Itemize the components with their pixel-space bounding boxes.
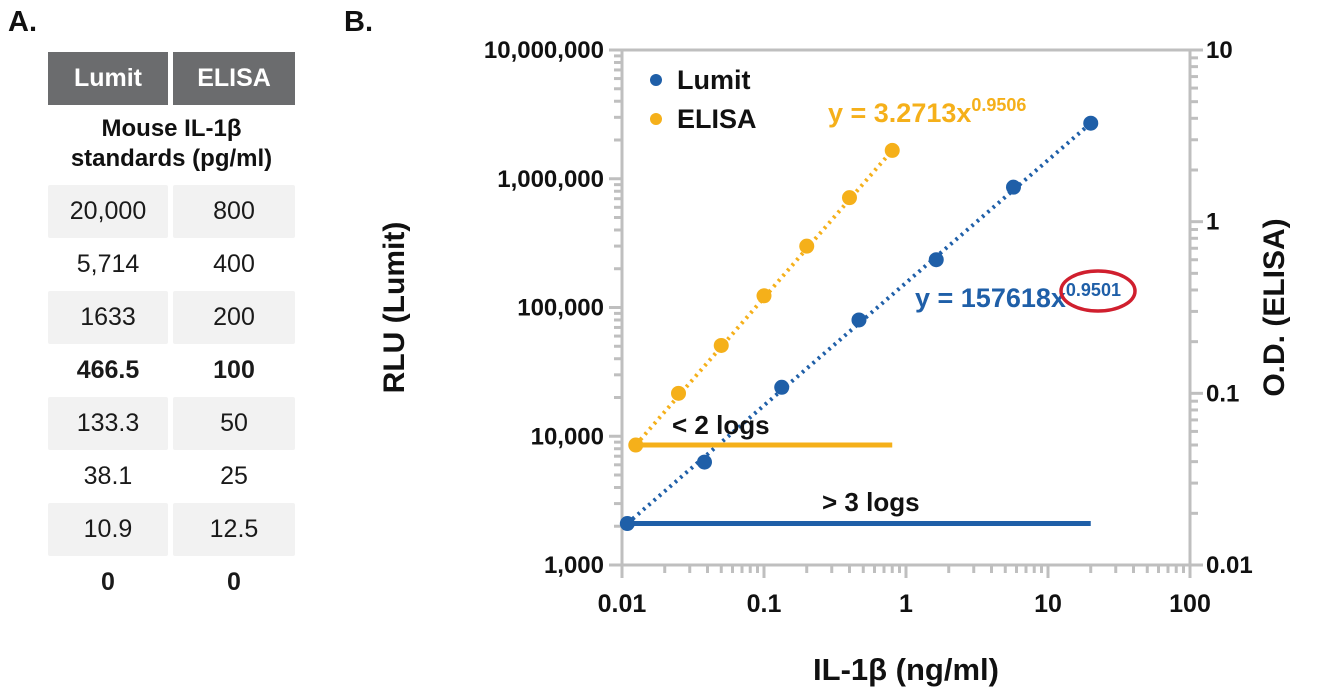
lumit-point (928, 252, 944, 268)
elisa-point (628, 437, 644, 453)
exponent-highlight-ellipse (1059, 269, 1137, 313)
table-cell: 1633 (48, 291, 168, 344)
table-row: 1633 200 (48, 291, 295, 344)
table-header-row: Lumit ELISA (48, 52, 295, 105)
x-tick-label: 100 (1169, 590, 1211, 618)
left-y-tick-label: 1,000 (544, 552, 604, 579)
table-cell: 38.1 (83, 462, 133, 490)
table-body: 20,000 800 5,714 400 1633 200 466.5 100 133.3 50 3… (48, 185, 295, 609)
lumit-equation: y = 157618x0.9501 (915, 280, 1121, 313)
table-cell: 50 (173, 397, 295, 450)
table-row: 466.5 100 (48, 344, 295, 397)
standards-table: Lumit ELISA Mouse IL-1β standards (pg/ml… (48, 52, 295, 609)
panel-b-label: B. (344, 6, 373, 38)
left-y-tick-label: 10,000 (531, 423, 604, 450)
lumit-point (696, 454, 712, 470)
elisa-point (713, 337, 729, 353)
right-y-tick-label: 10 (1206, 37, 1233, 64)
table-cell: 0 (101, 568, 115, 596)
x-tick-label: 0.01 (598, 590, 647, 618)
elisa-legend-marker (650, 113, 662, 125)
right-y-tick-label: 0.01 (1206, 552, 1253, 579)
panel-a-label: A. (8, 6, 37, 38)
table-row: 5,714 400 (48, 238, 295, 291)
elisa-point (799, 238, 815, 254)
table-cell: 12.5 (173, 503, 295, 556)
table-cell: 0 (227, 568, 241, 596)
lumit-range-label: > 3 logs (822, 487, 920, 517)
table-cell: 800 (173, 185, 295, 238)
lumit-legend-marker (650, 74, 662, 86)
lumit-point (851, 312, 867, 328)
table-header-elisa: ELISA (173, 52, 295, 105)
elisa-equation: y = 3.2713x0.9506 (828, 95, 1026, 128)
table-cell: 133.3 (48, 397, 168, 450)
left-axis-title: RLU (Lumit) (378, 222, 411, 394)
lumit-point (1083, 115, 1099, 131)
table-header-lumit: Lumit (48, 52, 168, 105)
elisa-legend-label: ELISA (677, 104, 757, 134)
elisa-point (884, 142, 900, 158)
x-tick-label: 10 (1034, 590, 1062, 618)
left-y-tick-label: 10,000,000 (484, 37, 604, 64)
table-cell: 400 (213, 250, 255, 278)
table-subheader: Mouse IL-1β standards (pg/ml) (48, 114, 295, 174)
table-cell: 5,714 (76, 250, 140, 278)
left-y-tick-label: 1,000,000 (497, 166, 604, 193)
lumit-point (774, 379, 790, 395)
table-cell: 25 (220, 462, 248, 490)
elisa-point (841, 190, 857, 206)
table-cell: 20,000 (48, 185, 168, 238)
elisa-point (671, 385, 687, 401)
elisa-point (756, 288, 772, 304)
right-y-tick-label: 1 (1206, 209, 1219, 236)
table-cell: 100 (213, 356, 255, 384)
elisa-range-label: < 2 logs (672, 410, 770, 440)
left-y-tick-label: 100,000 (517, 295, 604, 322)
table-row: 38.1 25 (48, 450, 295, 503)
lumit-point (619, 516, 635, 532)
x-tick-label: 0.1 (747, 590, 782, 618)
table-subheader-line2: standards (pg/ml) (70, 145, 273, 172)
table-cell: 466.5 (76, 356, 140, 384)
table-cell: 10.9 (48, 503, 168, 556)
table-subheader-line1: Mouse IL-1β (101, 115, 242, 142)
table-row: 20,000 800 (48, 185, 295, 238)
table-cell: 200 (173, 291, 295, 344)
table-row: 133.3 50 (48, 397, 295, 450)
x-axis-title: IL-1β (ng/ml) (813, 652, 999, 687)
lumit-point (1005, 179, 1021, 195)
x-tick-label: 1 (899, 590, 913, 618)
table-row: 10.9 12.5 (48, 503, 295, 556)
right-axis-title: O.D. (ELISA) (1258, 218, 1291, 396)
lumit-legend-label: Lumit (677, 65, 751, 95)
right-y-tick-label: 0.1 (1206, 380, 1239, 407)
